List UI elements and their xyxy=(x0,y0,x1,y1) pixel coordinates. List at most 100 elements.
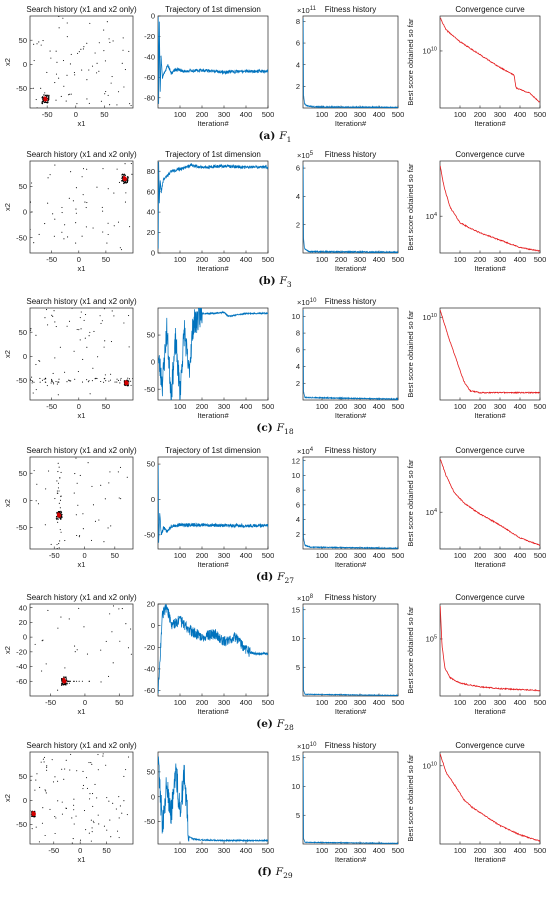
search-point xyxy=(107,188,109,190)
search-point xyxy=(57,627,59,629)
panel-convergence: 100 200 300 400 500 1010 Iteration# Best score … xyxy=(406,307,547,420)
search-point xyxy=(76,649,78,651)
search-point xyxy=(68,618,70,620)
search-point xyxy=(82,770,84,773)
search-point xyxy=(125,623,127,625)
plot-area xyxy=(439,603,541,697)
search-point xyxy=(97,356,99,358)
search-point xyxy=(31,376,33,378)
search-point xyxy=(86,787,89,789)
search-point xyxy=(38,41,40,43)
panel-title: Trajectory of 1st dimension xyxy=(165,5,261,14)
search-point xyxy=(39,381,41,383)
series-layer xyxy=(30,753,130,844)
search-point xyxy=(35,363,37,366)
search-point xyxy=(51,759,53,761)
search-point xyxy=(56,61,58,63)
x-tick-label: 100 xyxy=(174,402,187,411)
search-point xyxy=(94,52,96,54)
panel-title: Search history (x1 and x2 only) xyxy=(26,297,137,306)
x-tick-label: 300 xyxy=(218,698,231,707)
search-point xyxy=(104,498,106,500)
series-line xyxy=(303,755,398,844)
y-tick-label: 40 xyxy=(19,603,27,612)
search-point xyxy=(60,512,63,514)
x-tick-label: 500 xyxy=(534,402,547,411)
search-point xyxy=(79,317,81,319)
search-point xyxy=(91,831,93,833)
search-point xyxy=(132,378,133,380)
search-point xyxy=(90,840,92,842)
search-point xyxy=(69,93,71,95)
search-point xyxy=(89,793,91,795)
subfigure-caption: (d) F27 xyxy=(256,571,294,585)
plot-area xyxy=(157,456,269,550)
x-axis-label: Iteration# xyxy=(474,411,506,420)
search-point xyxy=(68,320,71,322)
y-tick-label: 50 xyxy=(147,460,155,469)
search-point xyxy=(70,93,72,95)
search-point xyxy=(112,802,114,804)
panel-title: Search history (x1 and x2 only) xyxy=(26,150,137,159)
search-point xyxy=(60,495,62,497)
search-point xyxy=(94,520,97,522)
x-tick-label: 0 xyxy=(83,698,87,707)
series-layer xyxy=(158,464,268,543)
y-axis-label: Best score obtained so far xyxy=(406,310,415,398)
search-point xyxy=(65,678,67,680)
x-tick-label: 500 xyxy=(392,551,405,560)
search-point xyxy=(74,645,76,647)
search-point xyxy=(69,769,71,771)
search-point xyxy=(81,680,83,682)
search-point xyxy=(66,325,68,327)
search-point xyxy=(47,202,49,204)
y-tick-label: -20 xyxy=(144,32,155,41)
search-point xyxy=(66,74,68,76)
y-axis-label: Best score obtained so far xyxy=(406,163,415,251)
search-point xyxy=(33,381,35,383)
x-tick-label: 0 xyxy=(77,255,81,264)
convergence-line xyxy=(440,165,540,253)
y-axis-label: x2 xyxy=(3,350,12,358)
x-tick-label: 400 xyxy=(240,698,253,707)
search-point xyxy=(86,346,88,348)
search-point xyxy=(103,381,105,383)
search-point xyxy=(31,828,33,830)
search-point xyxy=(103,825,105,827)
search-point xyxy=(76,680,78,682)
search-point xyxy=(120,377,122,379)
y-axis-label: x2 xyxy=(3,203,12,211)
panel-title: Fitness history xyxy=(325,593,377,602)
search-point xyxy=(59,346,61,348)
panel-scatter: Search history (x1 and x2 only) -50 0 50 -50… xyxy=(3,297,137,420)
y-tick-label: 0 xyxy=(23,208,27,217)
search-point xyxy=(89,798,91,800)
search-point xyxy=(30,228,31,230)
y-tick-label: 0 xyxy=(23,60,27,69)
y-tick-label: -20 xyxy=(144,643,155,652)
search-point xyxy=(75,208,77,210)
panel-convergence: Convergence curve 100 200 300 400 500 105 Itera… xyxy=(406,593,546,716)
y-tick-label: 50 xyxy=(19,182,27,191)
search-point xyxy=(35,779,37,781)
x-tick-label: 200 xyxy=(335,698,348,707)
search-point xyxy=(79,474,81,477)
series-layer xyxy=(303,459,398,549)
search-point xyxy=(107,233,109,236)
y-tick-label: -50 xyxy=(144,817,155,826)
x-tick-label: 0 xyxy=(78,846,82,855)
x-axis-label: x1 xyxy=(78,560,86,569)
search-point xyxy=(87,381,89,383)
x-tick-label: 300 xyxy=(494,110,507,119)
search-point xyxy=(126,814,128,816)
best-point xyxy=(122,175,126,179)
search-point xyxy=(58,27,60,29)
search-point xyxy=(55,380,57,383)
plot-area xyxy=(302,307,399,401)
y-tick-label: 15 xyxy=(292,753,300,762)
search-point xyxy=(103,50,105,52)
search-point xyxy=(59,499,62,501)
x-tick-label: 500 xyxy=(534,551,547,560)
search-point xyxy=(81,69,83,71)
